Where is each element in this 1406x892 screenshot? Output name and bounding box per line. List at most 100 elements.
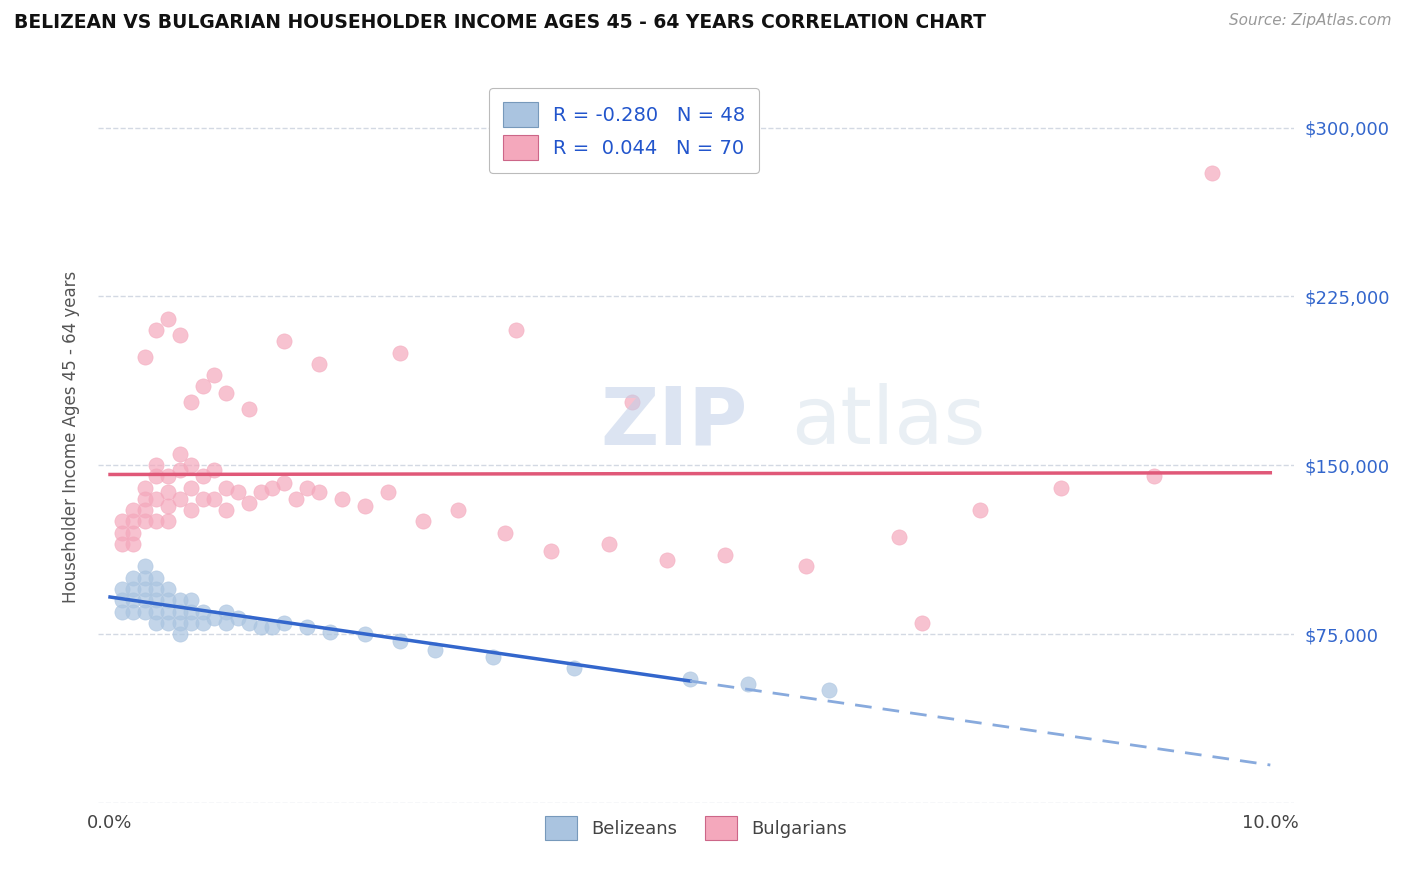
Point	[111, 525, 134, 540]
Point	[389, 633, 412, 648]
Point	[122, 593, 145, 607]
Point	[238, 496, 260, 510]
Point	[354, 499, 377, 513]
Point	[273, 476, 295, 491]
Point	[157, 469, 180, 483]
Point	[157, 615, 180, 630]
Point	[714, 548, 737, 562]
Point	[111, 515, 134, 529]
Point	[1050, 481, 1073, 495]
Point	[191, 491, 214, 506]
Point	[180, 395, 202, 409]
Point	[204, 463, 226, 477]
Point	[157, 593, 180, 607]
Text: BELIZEAN VS BULGARIAN HOUSEHOLDER INCOME AGES 45 - 64 YEARS CORRELATION CHART: BELIZEAN VS BULGARIAN HOUSEHOLDER INCOME…	[14, 13, 986, 32]
Point	[377, 485, 399, 500]
Point	[157, 485, 180, 500]
Point	[169, 605, 191, 619]
Point	[111, 593, 134, 607]
Point	[308, 485, 330, 500]
Point	[169, 491, 191, 506]
Point	[887, 530, 910, 544]
Point	[111, 582, 134, 596]
Point	[180, 593, 202, 607]
Point	[412, 515, 434, 529]
Point	[273, 615, 295, 630]
Point	[122, 503, 145, 517]
Point	[494, 525, 516, 540]
Point	[297, 481, 319, 495]
Text: ZIP: ZIP	[600, 384, 748, 461]
Point	[621, 395, 644, 409]
Point	[169, 627, 191, 641]
Point	[191, 605, 214, 619]
Point	[215, 503, 238, 517]
Point	[297, 620, 319, 634]
Point	[145, 515, 167, 529]
Point	[250, 620, 273, 634]
Point	[122, 537, 145, 551]
Point	[157, 515, 180, 529]
Point	[145, 593, 167, 607]
Point	[204, 491, 226, 506]
Point	[134, 350, 156, 364]
Point	[308, 357, 330, 371]
Point	[794, 559, 817, 574]
Point	[134, 491, 156, 506]
Point	[911, 615, 934, 630]
Point	[122, 605, 145, 619]
Point	[157, 605, 180, 619]
Point	[169, 615, 191, 630]
Point	[157, 582, 180, 596]
Point	[250, 485, 273, 500]
Point	[679, 672, 702, 686]
Point	[145, 491, 167, 506]
Point	[204, 611, 226, 625]
Point	[447, 503, 470, 517]
Point	[134, 582, 156, 596]
Point	[540, 543, 562, 558]
Point	[169, 447, 191, 461]
Point	[238, 401, 260, 416]
Point	[1143, 469, 1166, 483]
Point	[319, 624, 342, 639]
Point	[330, 491, 353, 506]
Point	[191, 469, 214, 483]
Point	[145, 615, 167, 630]
Point	[145, 323, 167, 337]
Point	[215, 386, 238, 401]
Point	[122, 571, 145, 585]
Point	[111, 537, 134, 551]
Point	[134, 605, 156, 619]
Point	[505, 323, 527, 337]
Point	[145, 605, 167, 619]
Point	[191, 379, 214, 393]
Point	[598, 537, 620, 551]
Point	[145, 458, 167, 473]
Point	[122, 525, 145, 540]
Point	[169, 593, 191, 607]
Point	[562, 661, 585, 675]
Point	[226, 611, 249, 625]
Point	[111, 605, 134, 619]
Point	[145, 582, 167, 596]
Text: atlas: atlas	[792, 384, 986, 461]
Text: Source: ZipAtlas.com: Source: ZipAtlas.com	[1229, 13, 1392, 29]
Point	[215, 605, 238, 619]
Point	[262, 481, 284, 495]
Point	[284, 491, 307, 506]
Point	[262, 620, 284, 634]
Point	[204, 368, 226, 383]
Point	[737, 676, 759, 690]
Point	[134, 481, 156, 495]
Point	[134, 515, 156, 529]
Point	[655, 553, 678, 567]
Point	[134, 503, 156, 517]
Point	[122, 515, 145, 529]
Point	[145, 571, 167, 585]
Legend: Belizeans, Bulgarians: Belizeans, Bulgarians	[531, 804, 860, 852]
Point	[482, 649, 505, 664]
Point	[134, 559, 156, 574]
Point	[191, 615, 214, 630]
Point	[215, 481, 238, 495]
